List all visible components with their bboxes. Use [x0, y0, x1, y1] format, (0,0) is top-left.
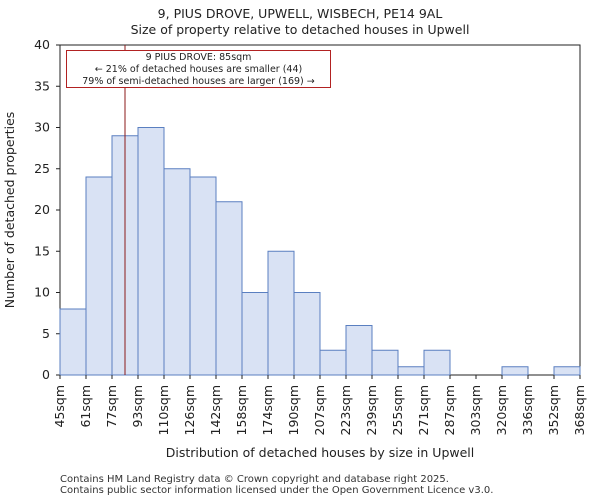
x-tick-label: 190sqm: [286, 385, 301, 435]
x-tick-label: 352sqm: [546, 385, 561, 435]
histogram-bar: [293, 292, 321, 376]
x-tick-label: 271sqm: [416, 385, 431, 435]
histogram-bar: [501, 366, 529, 376]
x-tick-label: 174sqm: [260, 385, 275, 435]
x-tick-label: 368sqm: [572, 385, 587, 435]
histogram-bar: [371, 349, 399, 376]
x-tick-label: 207sqm: [312, 385, 327, 435]
y-tick-label: 10: [34, 285, 50, 300]
y-tick-label: 5: [42, 326, 50, 341]
x-tick-label: 239sqm: [364, 385, 379, 435]
x-tick-label: 158sqm: [234, 385, 249, 435]
y-tick-label: 35: [34, 78, 50, 93]
histogram-bar: [215, 201, 243, 376]
y-tick-label: 20: [34, 202, 50, 217]
x-tick-label: 61sqm: [78, 385, 93, 428]
x-tick-label: 320sqm: [494, 385, 509, 435]
annotation-line-1: 9 PIUS DROVE: 85sqm: [145, 52, 252, 63]
x-tick-label: 255sqm: [390, 385, 405, 435]
y-tick-label: 0: [42, 367, 50, 382]
x-axis-label: Distribution of detached houses by size …: [166, 445, 475, 460]
property-annotation: 9 PIUS DROVE: 85sqm ← 21% of detached ho…: [66, 50, 331, 88]
histogram-bar: [59, 308, 87, 376]
x-tick-label: 77sqm: [104, 385, 119, 428]
chart-title: 9, PIUS DROVE, UPWELL, WISBECH, PE14 9AL: [157, 6, 443, 21]
histogram-bar: [397, 366, 425, 376]
x-tick-label: 110sqm: [156, 385, 171, 435]
x-tick-label: 303sqm: [468, 385, 483, 435]
x-tick-label: 93sqm: [130, 385, 145, 428]
y-axis-label: Number of detached properties: [2, 112, 17, 309]
x-tick-label: 336sqm: [520, 385, 535, 435]
histogram-bar: [137, 127, 165, 376]
histogram-bar: [553, 366, 581, 376]
y-tick-label: 40: [34, 37, 50, 52]
x-tick-label: 45sqm: [52, 385, 67, 428]
histogram-bar: [189, 176, 217, 376]
y-tick-label: 15: [34, 243, 50, 258]
histogram-bar: [319, 349, 347, 376]
x-tick-label: 142sqm: [208, 385, 223, 435]
histogram-bar: [85, 176, 113, 376]
footer-line-2: Contains public sector information licen…: [60, 485, 494, 496]
y-tick-label: 30: [34, 120, 50, 135]
histogram-bar: [423, 349, 451, 376]
annotation-line-3: 79% of semi-detached houses are larger (…: [82, 76, 315, 87]
y-tick-label: 25: [34, 161, 50, 176]
annotation-line-2: ← 21% of detached houses are smaller (44…: [94, 64, 303, 75]
footer-line-1: Contains HM Land Registry data © Crown c…: [60, 474, 449, 485]
histogram-bar: [267, 250, 295, 376]
histogram-bar: [163, 168, 191, 376]
histogram-bar: [345, 325, 373, 376]
chart-subtitle: Size of property relative to detached ho…: [130, 22, 470, 37]
x-tick-label: 126sqm: [182, 385, 197, 435]
histogram-bar: [241, 292, 269, 376]
x-tick-label: 287sqm: [442, 385, 457, 435]
x-tick-label: 223sqm: [338, 385, 353, 435]
